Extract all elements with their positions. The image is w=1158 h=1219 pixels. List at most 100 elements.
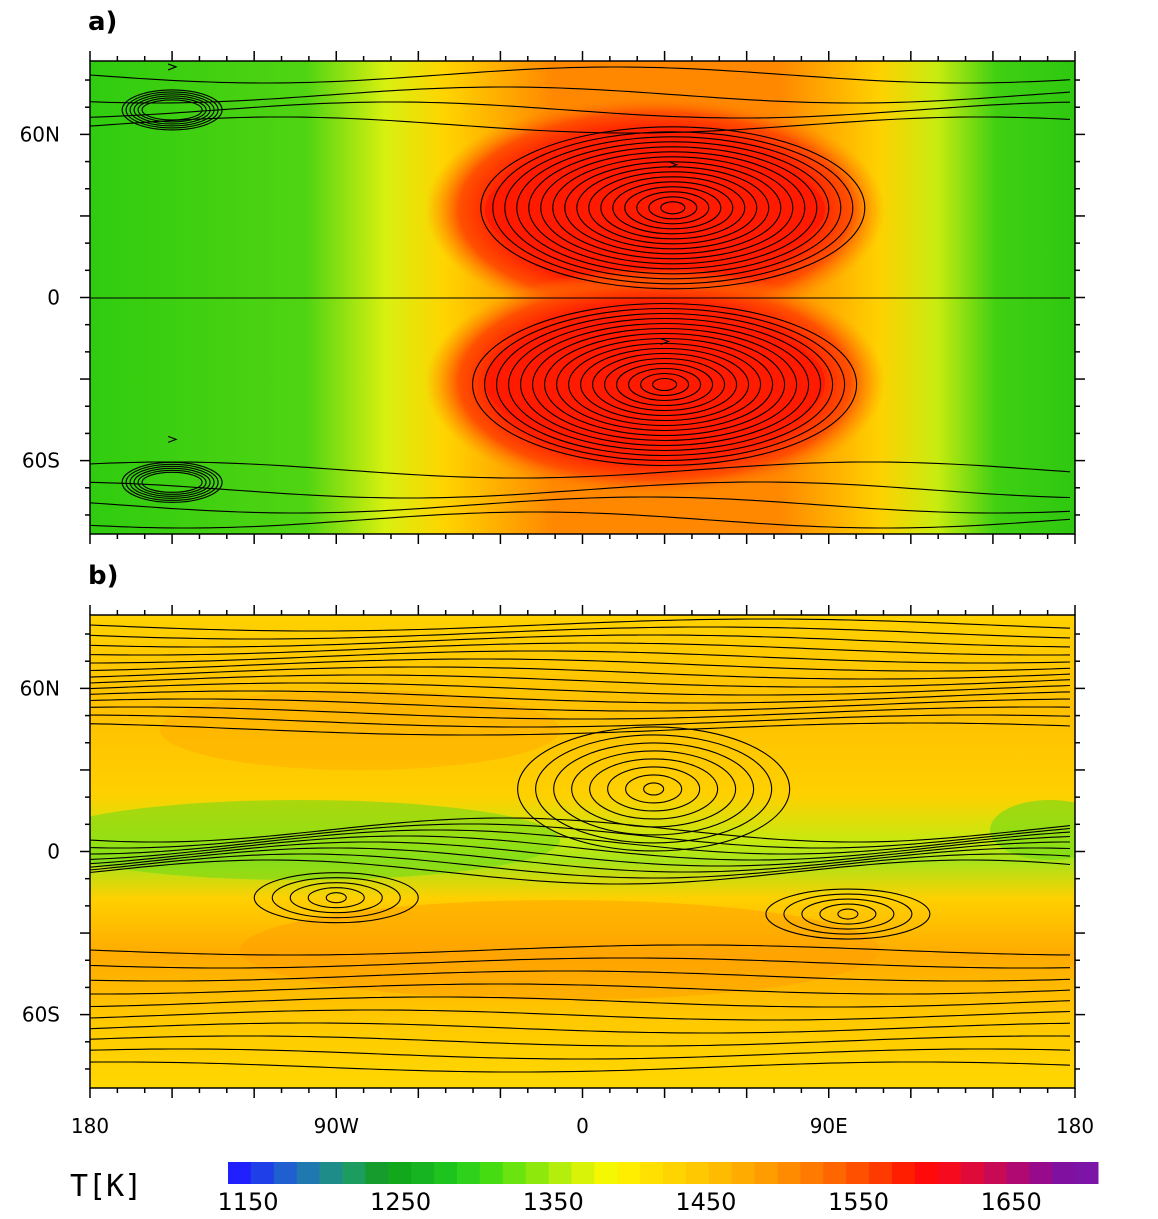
panel-b-label: b) (88, 561, 119, 591)
streamline (90, 634, 1071, 648)
colorbar-cell (1075, 1162, 1099, 1184)
streamline (90, 626, 1071, 640)
colorbar-title: T[K] (70, 1169, 142, 1204)
colorbar-cell (228, 1162, 252, 1184)
streamline (90, 481, 1071, 499)
streamline (90, 970, 1071, 982)
streamline (137, 469, 207, 495)
streamline (648, 196, 698, 220)
streamline (90, 666, 1071, 680)
y-tick-label: 60S (22, 449, 60, 473)
streamline (504, 136, 842, 280)
panel-b-temperature-field (90, 615, 1075, 1088)
streamline (90, 722, 1071, 736)
streamline (604, 357, 726, 412)
streamline (589, 758, 719, 820)
streamline (528, 146, 818, 270)
colorbar-cell (502, 1162, 527, 1184)
colorbar-cell (777, 1162, 801, 1184)
stream-arrow (167, 435, 178, 443)
colorbar-cell (983, 1162, 1007, 1184)
colorbar-cell (731, 1162, 756, 1184)
x-tick-labels: 180 90W 0 90E 180 (71, 1114, 1094, 1138)
colorbar-cell (617, 1162, 641, 1184)
colorbar-cell (250, 1162, 275, 1184)
streamline (652, 377, 678, 392)
streamline (90, 101, 1071, 119)
streamline (325, 892, 347, 904)
streamline (90, 841, 1070, 867)
colorbar-cell (800, 1162, 824, 1184)
streamline (616, 362, 714, 407)
colorbar-cell (594, 1162, 618, 1184)
streamline (592, 352, 738, 417)
streamline (552, 156, 794, 260)
streamline (90, 859, 1071, 885)
streamline (90, 853, 1071, 879)
streamline (90, 706, 1071, 720)
streamline (90, 496, 1071, 514)
colorbar-cell (1052, 1162, 1076, 1184)
streamline (90, 1048, 1071, 1060)
streamline (90, 1009, 1071, 1021)
colorbar-cell (1029, 1162, 1053, 1184)
colorbar-cell (846, 1162, 870, 1184)
streamline (628, 367, 702, 402)
streamline (90, 116, 1071, 134)
colorbar-cell (479, 1162, 504, 1184)
panel-b-ticks (80, 605, 1085, 1098)
streamline (90, 698, 1070, 712)
streamline (484, 307, 846, 462)
streamline (837, 908, 859, 920)
colorbar-cell (434, 1162, 458, 1184)
streamline (253, 872, 419, 924)
colorbar-cell (319, 1162, 343, 1184)
streamline (90, 618, 1071, 632)
streamline (516, 141, 830, 275)
colorbar-labels: 1150 1250 1350 1450 1550 1650 (217, 1188, 1041, 1216)
streamline (90, 817, 1071, 843)
panel-b-y-tick-labels: 60N 0 60S (20, 676, 60, 1026)
panel-a-temperature-field (90, 61, 1075, 534)
streamline (600, 176, 746, 240)
colorbar-cell (411, 1162, 435, 1184)
panel-a-streamlines (90, 63, 1071, 529)
x-tick-label: 90E (810, 1114, 848, 1138)
panel-a-label: a) (88, 7, 117, 37)
x-tick-label: 180 (1056, 1114, 1094, 1138)
streamline (90, 642, 1071, 656)
streamline (90, 1035, 1071, 1047)
colorbar: T[K] 1150 1250 1350 1450 1550 1650 (70, 1162, 1099, 1216)
streamline (133, 467, 211, 497)
streamline (141, 471, 203, 493)
streamline (819, 903, 877, 925)
colorbar-cell (960, 1162, 985, 1184)
streamline (660, 201, 686, 215)
streamline (520, 322, 810, 447)
colorbar-cell (823, 1162, 847, 1184)
colorbar-cell (388, 1162, 412, 1184)
colorbar-label: 1450 (675, 1188, 736, 1216)
streamline (643, 782, 665, 796)
streamline (580, 347, 750, 422)
y-tick-label: 0 (47, 840, 60, 864)
colorbar-cell (869, 1162, 893, 1184)
streamline (133, 95, 211, 125)
streamline (90, 1022, 1071, 1034)
panel-b: b) 60N 0 60S (20, 561, 1085, 1098)
streamline (129, 465, 215, 499)
streamline (517, 726, 791, 852)
y-tick-label: 0 (47, 286, 60, 310)
colorbar-label: 1350 (523, 1188, 584, 1216)
streamline (801, 898, 895, 930)
streamline (783, 893, 913, 935)
colorbar-cell (296, 1162, 321, 1184)
colorbar-label: 1650 (981, 1188, 1042, 1216)
streamline (625, 774, 683, 804)
streamline (480, 126, 866, 290)
colorbar-cell (571, 1162, 595, 1184)
y-tick-label: 60S (22, 1003, 60, 1027)
colorbar-cell (1006, 1162, 1030, 1184)
streamline (90, 996, 1071, 1008)
streamline (307, 887, 365, 909)
